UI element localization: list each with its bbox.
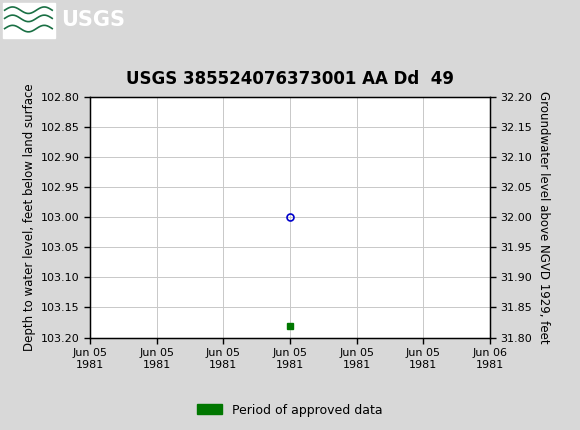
Y-axis label: Groundwater level above NGVD 1929, feet: Groundwater level above NGVD 1929, feet — [536, 91, 550, 344]
Legend: Period of approved data: Period of approved data — [192, 399, 388, 421]
Text: USGS 385524076373001 AA Dd  49: USGS 385524076373001 AA Dd 49 — [126, 70, 454, 88]
Text: USGS: USGS — [61, 10, 125, 31]
Y-axis label: Depth to water level, feet below land surface: Depth to water level, feet below land su… — [23, 83, 37, 351]
Bar — [3, 3, 55, 37]
